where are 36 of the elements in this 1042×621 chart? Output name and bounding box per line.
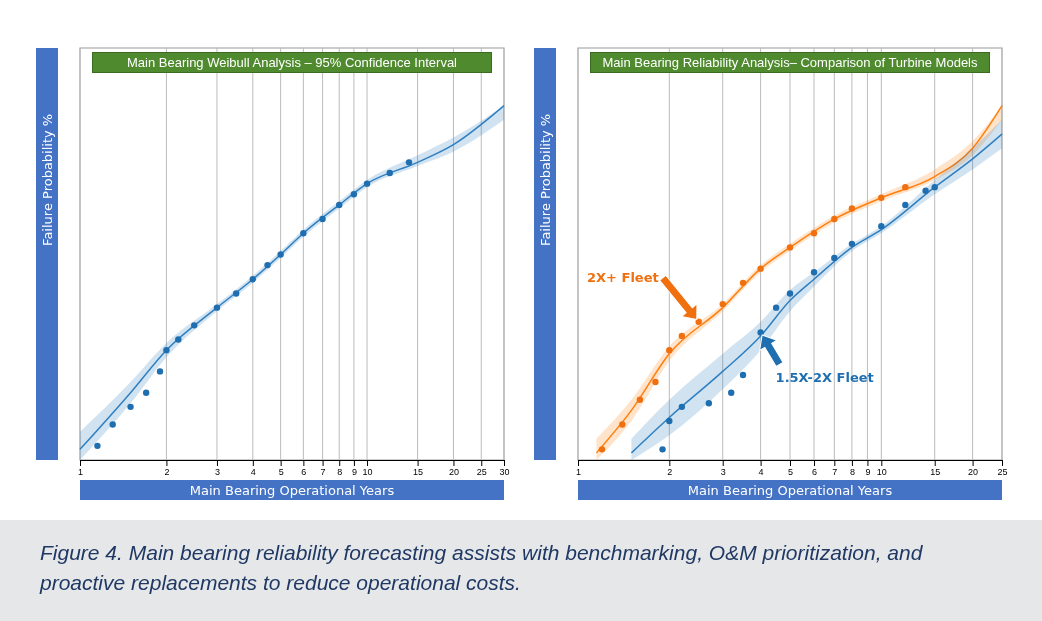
x-tick-label: 4	[250, 467, 256, 478]
x-tick-label: 5	[787, 467, 794, 478]
x-tick-label: 15	[930, 467, 941, 478]
x-tick-label: 20	[448, 467, 459, 478]
caption: Figure 4. Main bearing reliability forecasting assists with benchmarking, O&M prioritization, and proactive replacements to reduce operational costs.	[40, 540, 924, 596]
x-tick-label: 8	[849, 467, 855, 478]
x-tick-label: 20	[968, 467, 979, 478]
text: 2X+ Fleet	[587, 269, 659, 285]
chart-title: Main Bearing Reliability Analysis– Comparison of Turbine Models	[590, 52, 990, 73]
x-tick-label: 25	[997, 467, 1008, 478]
x-tick-label: 4	[758, 467, 764, 478]
x-tick-label: 9	[351, 467, 357, 478]
x-tick-label: 2	[667, 467, 673, 478]
x-tick-label: 1	[575, 467, 582, 478]
text: 1.5X-2X Fleet	[775, 370, 874, 386]
y-axis-title: Failure Probability %	[538, 113, 553, 246]
x-tick-label: 7	[320, 467, 326, 478]
y-axis-title: Failure Probability %	[40, 113, 55, 246]
x-axis-title: Main Bearing Operational Years	[189, 483, 395, 498]
x-tick-label: 5	[278, 467, 284, 478]
x-tick-label: 2	[164, 467, 170, 478]
x-tick-label: 3	[214, 467, 220, 478]
x-tick-label: 6	[812, 467, 818, 478]
x-tick-label: 1	[77, 467, 84, 478]
x-tick-label: 6	[301, 467, 307, 478]
x-tick-label: 25	[476, 467, 487, 478]
x-tick-label: 8	[337, 467, 343, 478]
x-tick-label: 30	[499, 467, 510, 478]
x-tick-label: 9	[865, 467, 871, 478]
x-tick-label: 7	[832, 467, 838, 478]
chart-title: Main Bearing Weibull Analysis – 95% Confidence Interval	[92, 52, 492, 73]
x-tick-label: 15	[413, 467, 424, 478]
x-axis-title: Main Bearing Operational Years	[687, 483, 893, 498]
x-tick-label: 3	[720, 467, 726, 478]
x-tick-label: 10	[362, 467, 373, 478]
x-tick-label: 10	[876, 467, 887, 478]
